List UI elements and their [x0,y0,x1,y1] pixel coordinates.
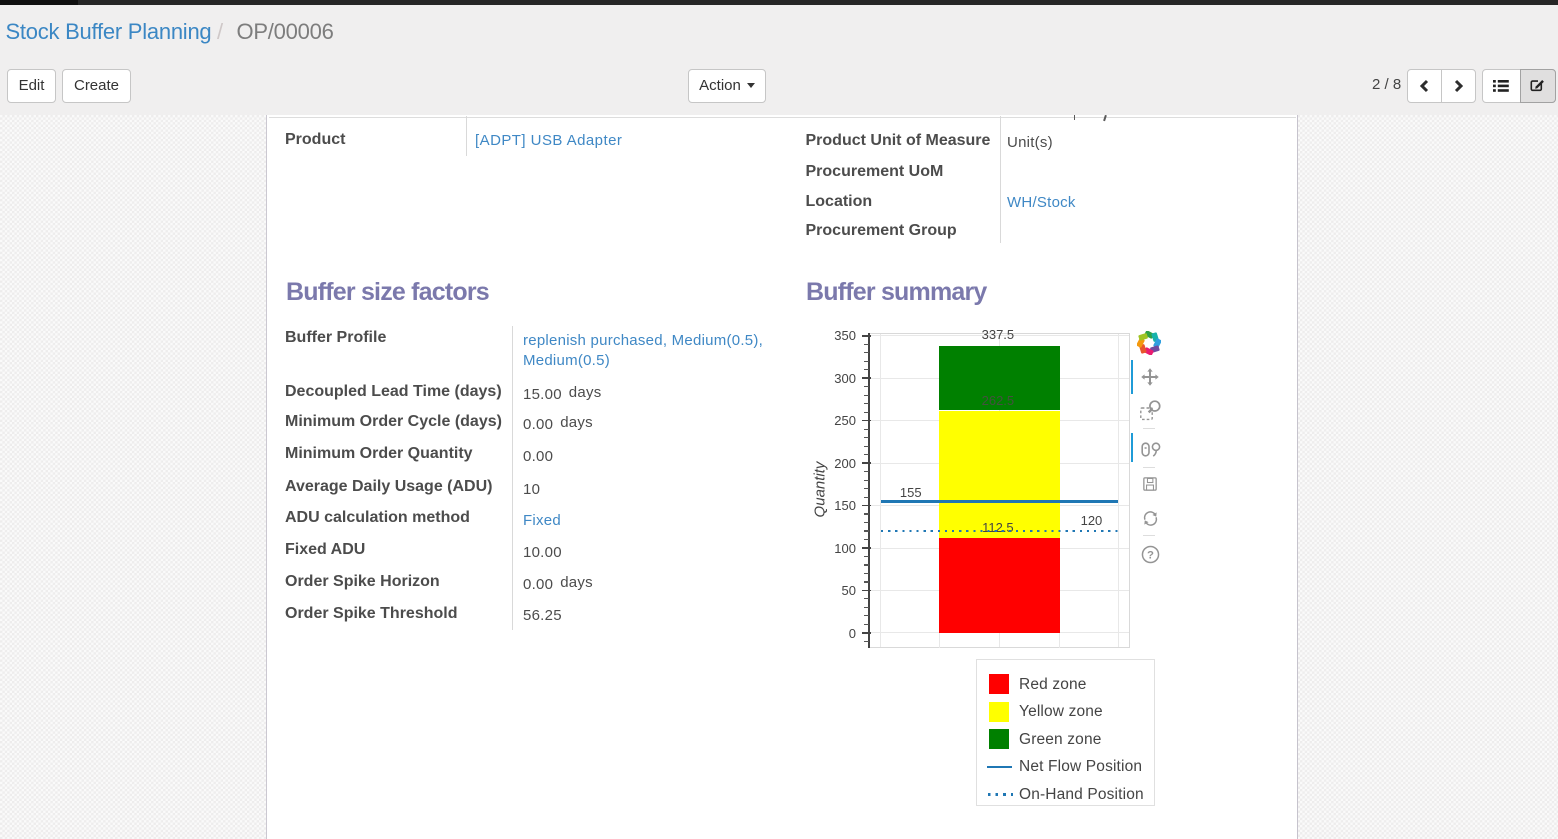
svg-text:?: ? [1147,549,1154,561]
